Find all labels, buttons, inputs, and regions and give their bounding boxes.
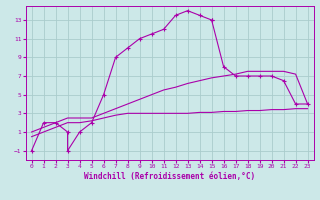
X-axis label: Windchill (Refroidissement éolien,°C): Windchill (Refroidissement éolien,°C) [84,172,255,181]
